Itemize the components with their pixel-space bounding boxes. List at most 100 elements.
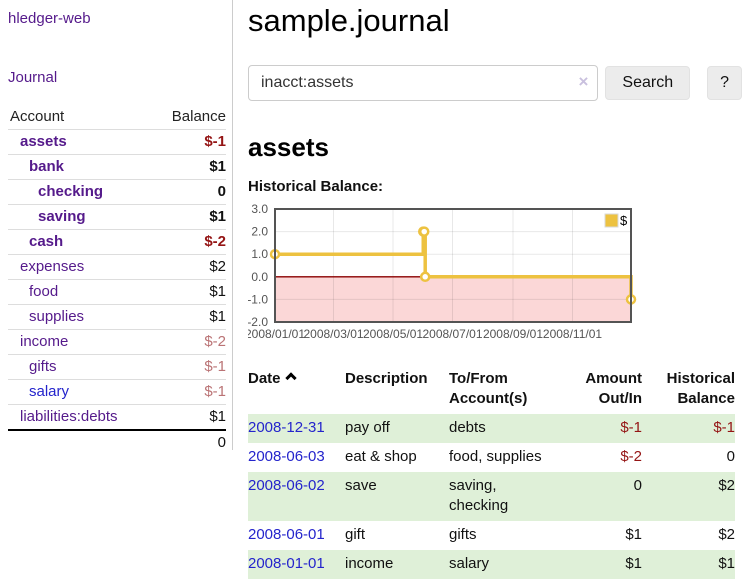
account-balance: $1: [152, 304, 226, 330]
account-balance: $-1: [152, 379, 226, 405]
search-input[interactable]: [248, 65, 599, 101]
transactions-header-date[interactable]: Date: [248, 367, 345, 414]
transactions-header-row: Date Description To/From Account(s) Amou…: [248, 367, 735, 414]
account-row: expenses $2: [8, 254, 226, 280]
clear-search-icon[interactable]: ×: [578, 72, 589, 91]
svg-text:3.0: 3.0: [251, 202, 268, 216]
sidebar: hledger-web Journal Account Balance asse…: [0, 0, 233, 455]
account-link-supplies[interactable]: supplies: [29, 308, 85, 325]
help-button[interactable]: ?: [707, 66, 742, 100]
transaction-description: income: [345, 555, 394, 572]
transaction-balance: $2: [718, 477, 735, 494]
svg-text:$: $: [620, 213, 628, 228]
transactions-header-description: Description: [345, 370, 428, 387]
accounts-table-body: assets $-1 bank $1 checking 0 saving $1 cash $-2 e…: [8, 129, 226, 430]
svg-text:2008/07/01: 2008/07/01: [422, 327, 482, 341]
account-row: food $1: [8, 279, 226, 305]
account-balance: $1: [152, 404, 226, 430]
account-row: income $-2: [8, 329, 226, 355]
transaction-date-link[interactable]: 2008-12-31: [248, 419, 325, 436]
main-content: sample.journal × Search ? assets Histori…: [245, 0, 742, 579]
svg-text:2008/11/01: 2008/11/01: [543, 327, 602, 341]
transaction-row: 2008-06-03 eat & shop food, supplies $-2 0: [248, 443, 735, 472]
accounts-header-account: Account: [8, 105, 153, 130]
account-row: cash $-2: [8, 229, 226, 255]
account-link-income[interactable]: income: [20, 333, 69, 350]
svg-text:0.0: 0.0: [251, 270, 268, 284]
transaction-date-link[interactable]: 2008-06-02: [248, 477, 325, 494]
account-balance: $-2: [152, 329, 226, 355]
svg-text:2008/01/01: 2008/01/01: [248, 327, 305, 341]
account-balance: 0: [152, 179, 226, 205]
accounts-header-row: Account Balance: [8, 105, 226, 130]
transaction-balance: $2: [718, 526, 735, 543]
svg-text:-1.0: -1.0: [248, 292, 268, 306]
chart-title: Historical Balance:: [248, 178, 384, 195]
account-balance: $-1: [152, 129, 226, 155]
transaction-amount: 0: [633, 477, 642, 494]
account-row: bank $1: [8, 154, 226, 180]
account-balance: $-2: [152, 229, 226, 255]
transaction-description: save: [345, 477, 377, 494]
transaction-balance: $-1: [713, 419, 735, 436]
transactions-table: Date Description To/From Account(s) Amou…: [248, 367, 735, 579]
account-link-food[interactable]: food: [29, 283, 59, 300]
account-balance: $1: [152, 279, 226, 305]
transaction-accounts: debts: [449, 419, 486, 436]
account-row: gifts $-1: [8, 354, 226, 380]
transaction-accounts: gifts: [449, 526, 477, 543]
transaction-row: 2008-06-01 gift gifts $1 $2: [248, 521, 735, 550]
account-link-gifts[interactable]: gifts: [29, 358, 57, 375]
transactions-header-balance: Historical Balance: [666, 370, 735, 407]
sort-ascending-icon: [284, 372, 297, 384]
transaction-amount: $-2: [620, 448, 642, 465]
transaction-balance: 0: [726, 448, 735, 465]
transaction-date-link[interactable]: 2008-06-03: [248, 448, 325, 465]
account-link-checking[interactable]: checking: [38, 183, 104, 200]
account-link-saving[interactable]: saving: [38, 208, 86, 225]
transaction-description: eat & shop: [345, 448, 417, 465]
svg-text:1.0: 1.0: [251, 247, 268, 261]
account-link-cash[interactable]: cash: [29, 233, 64, 250]
account-link-expenses[interactable]: expenses: [20, 258, 85, 275]
svg-text:2008/05/01: 2008/05/01: [363, 327, 423, 341]
account-link-bank[interactable]: bank: [29, 158, 65, 175]
accounts-total-balance: 0: [152, 429, 226, 455]
svg-text:-2.0: -2.0: [248, 315, 268, 329]
sidebar-item-journal[interactable]: Journal: [8, 69, 58, 86]
transaction-accounts: saving, checking: [449, 477, 509, 514]
transaction-amount: $-1: [620, 419, 642, 436]
transaction-balance: $1: [718, 555, 735, 572]
account-balance: $1: [152, 204, 226, 230]
svg-text:2008/09/01: 2008/09/01: [483, 327, 543, 341]
transaction-date-link[interactable]: 2008-01-01: [248, 555, 325, 572]
svg-text:2008/03/01: 2008/03/01: [303, 327, 363, 341]
account-link-salary[interactable]: salary: [29, 383, 70, 400]
account-row: liabilities:debts $1: [8, 404, 226, 430]
account-link-liabilities-debts[interactable]: liabilities:debts: [20, 408, 118, 425]
transaction-row: 2008-01-01 income salary $1 $1: [248, 550, 735, 579]
account-link-assets[interactable]: assets: [20, 133, 67, 150]
transaction-description: pay off: [345, 419, 390, 436]
accounts-total-row: 0: [8, 429, 226, 455]
transactions-header-accounts: To/From Account(s): [449, 370, 528, 407]
account-row: salary $-1: [8, 379, 226, 405]
transaction-accounts: food, supplies: [449, 448, 542, 465]
svg-text:2.0: 2.0: [251, 225, 268, 239]
app-title-link[interactable]: hledger-web: [8, 10, 91, 27]
account-row: supplies $1: [8, 304, 226, 330]
chart-canvas: $3.0 2.0 1.0 0.0 -1.0 -2.02008/01/012008/03/0…: [245, 202, 637, 341]
register-heading: assets: [248, 132, 329, 162]
account-balance: $2: [152, 254, 226, 280]
account-row: saving $1: [8, 204, 226, 230]
transaction-amount: $1: [625, 555, 642, 572]
accounts-header-balance: Balance: [152, 105, 226, 130]
page-title: sample.journal: [248, 3, 450, 38]
search-button[interactable]: Search: [605, 66, 691, 100]
account-balance: $-1: [152, 354, 226, 380]
search-box: ×: [248, 65, 599, 101]
transaction-date-link[interactable]: 2008-06-01: [248, 526, 325, 543]
accounts-table: Account Balance assets $-1 bank $1 checking 0…: [8, 105, 226, 455]
transactions-body: 2008-12-31 pay off debts $-1 $-1 2008-06-03 ea…: [248, 414, 735, 579]
transaction-amount: $1: [625, 526, 642, 543]
